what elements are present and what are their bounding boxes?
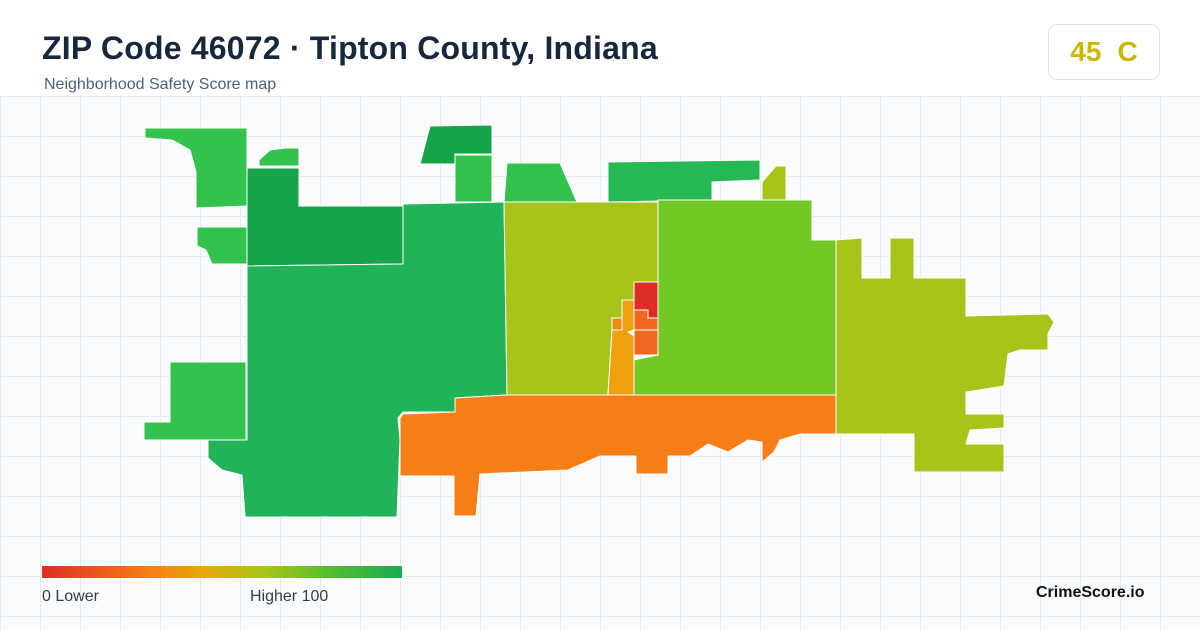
region-northeast-tip[interactable] — [761, 165, 787, 201]
region-center-east[interactable] — [633, 199, 837, 396]
region-west-lobe[interactable] — [143, 361, 247, 441]
region-north-small-3[interactable] — [454, 154, 493, 203]
region-north-small-2[interactable] — [419, 124, 493, 165]
legend-min-label: 0 Lower — [42, 588, 99, 605]
region-east[interactable] — [835, 237, 1055, 473]
region-north-small-1[interactable] — [258, 147, 300, 167]
region-west-dark[interactable] — [246, 167, 404, 267]
page-subtitle: Neighborhood Safety Score map — [44, 76, 277, 93]
legend-max-label: Higher 100 — [250, 588, 329, 605]
region-north-small-4[interactable] — [503, 162, 578, 203]
region-downtown-spot[interactable] — [611, 317, 623, 331]
brand-logo-text: CrimeScore.io — [1036, 584, 1145, 601]
region-downtown-south[interactable] — [633, 329, 659, 356]
region-northwest-upper[interactable] — [144, 127, 248, 209]
score-grade: C — [1117, 36, 1138, 67]
region-northeast-strip[interactable] — [607, 159, 761, 203]
score-value: 45 — [1070, 36, 1102, 67]
legend-color-bar — [42, 566, 402, 578]
safety-score-badge: 45 C — [1048, 24, 1160, 80]
region-west-main[interactable] — [207, 201, 508, 518]
page-title: ZIP Code 46072 · Tipton County, Indiana — [42, 30, 658, 66]
region-south[interactable] — [399, 394, 837, 517]
region-west-notch[interactable] — [196, 226, 248, 265]
